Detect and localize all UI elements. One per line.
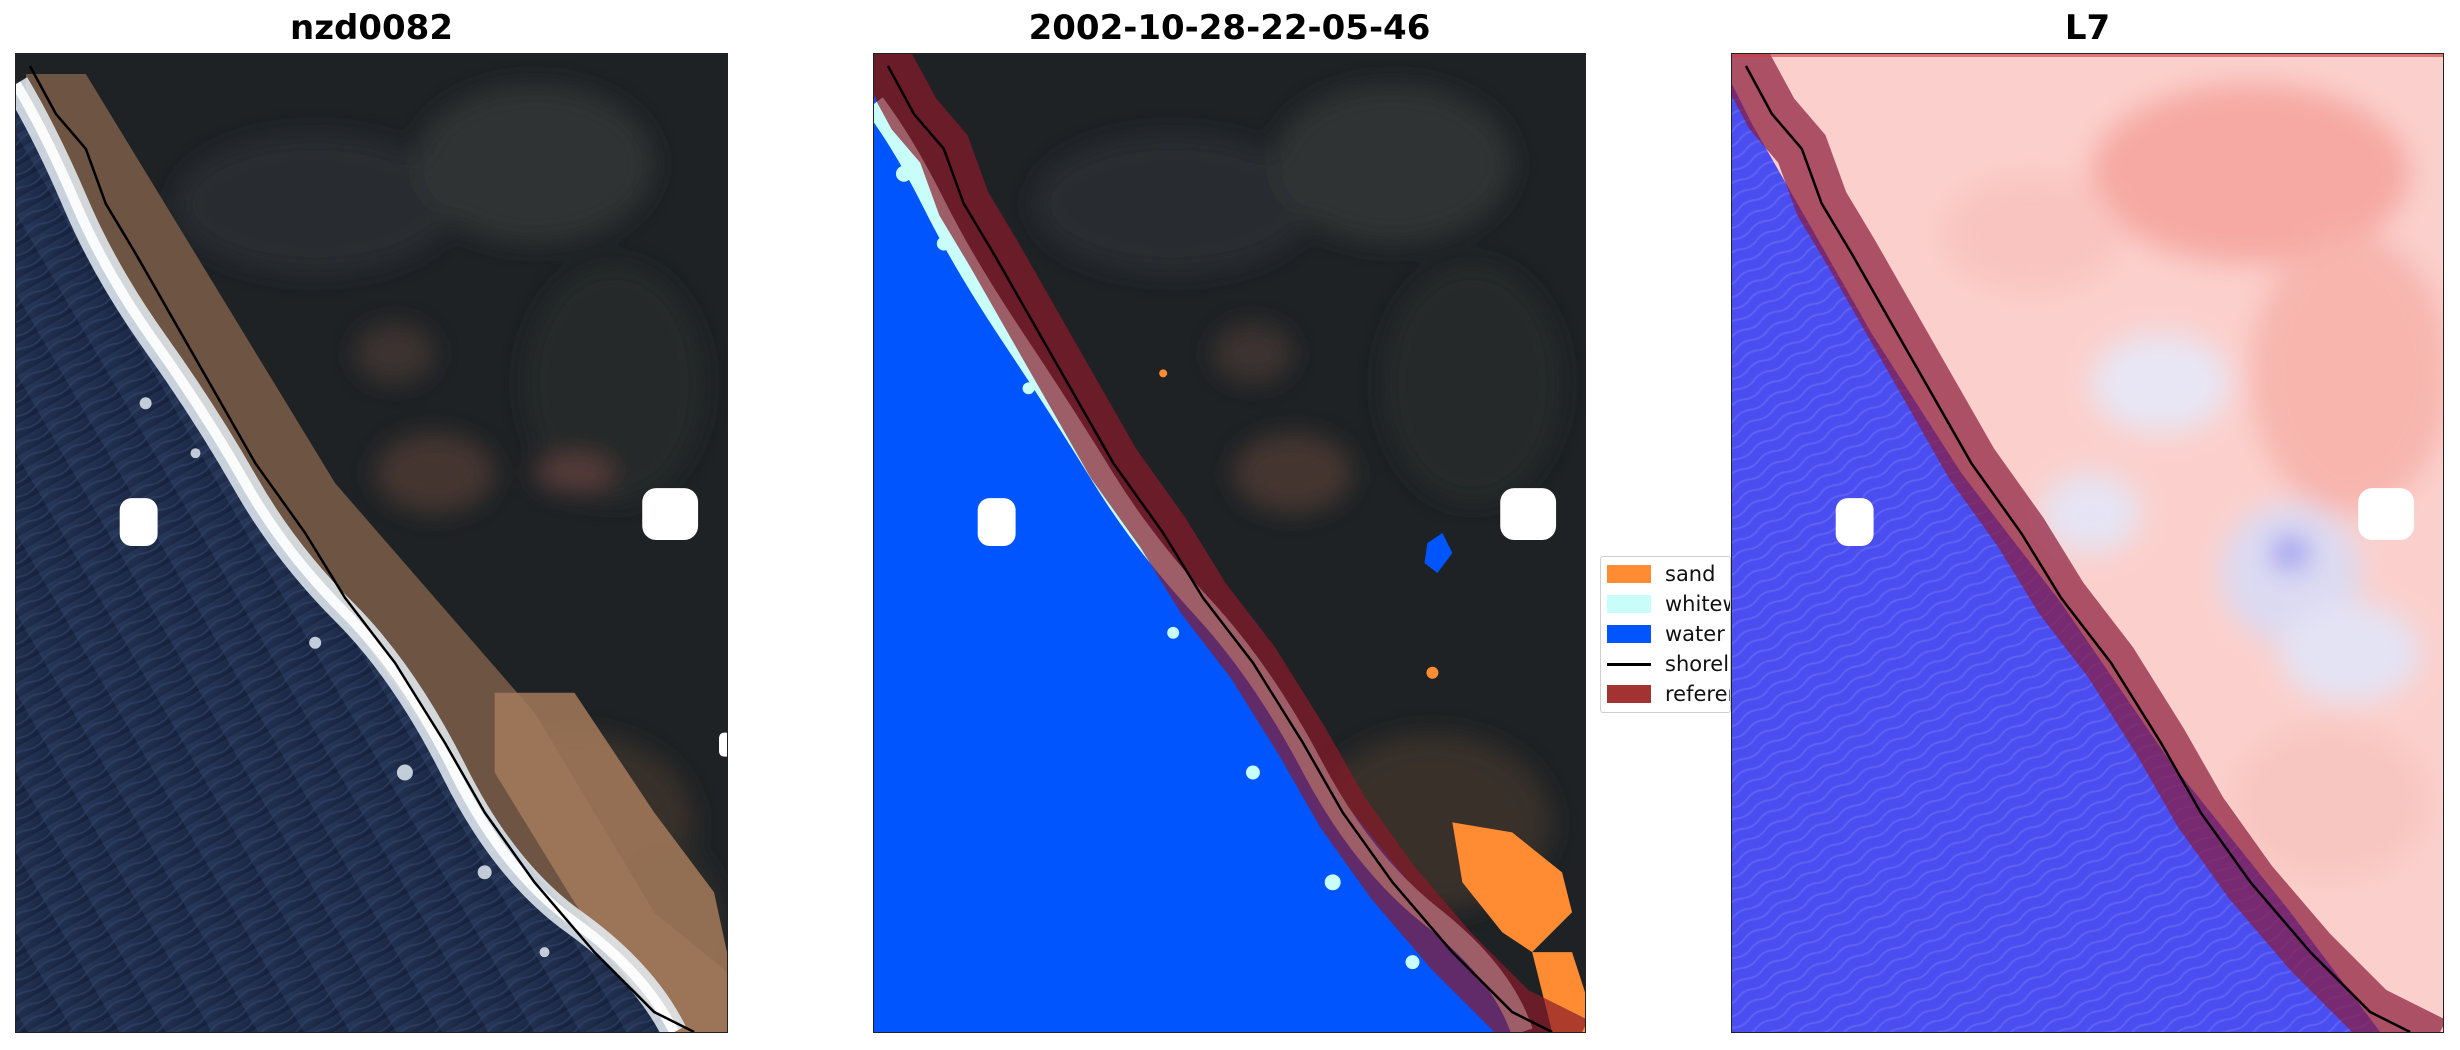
index-image: [1732, 54, 2443, 1032]
legend-label-reference: reference shoreline buffer: [1665, 682, 1730, 706]
panel-title-classified: 2002-10-28-22-05-46: [1028, 8, 1431, 48]
shoreline-line: [886, 65, 1553, 1032]
legend-label-sand: sand: [1665, 562, 1716, 586]
legend-swatch-water: [1607, 625, 1651, 643]
legend-item-shoreline: shoreline: [1607, 651, 1730, 677]
shoreline-line: [1744, 65, 2411, 1032]
cloud-mask-blob: [719, 732, 727, 757]
cloud-mask-blob: [642, 488, 699, 541]
rgb-image-panel: [15, 53, 728, 1033]
cloud-mask-blob: [119, 498, 158, 546]
rgb-image: [16, 54, 727, 1032]
cloud-mask-blob: [2358, 488, 2415, 541]
panel-title-index: L7: [2064, 8, 2111, 48]
index-image-panel: [1731, 53, 2444, 1033]
cloud-mask-blob: [1835, 498, 1874, 546]
shoreline-line: [28, 65, 695, 1032]
classified-image: [874, 54, 1585, 1032]
legend-label-water: water: [1665, 622, 1725, 646]
legend-swatch-shoreline: [1607, 655, 1651, 673]
legend-item-water: water: [1607, 621, 1725, 647]
legend-swatch-whitewater: [1607, 595, 1651, 613]
cloud-mask-blob: [977, 498, 1016, 546]
legend-swatch-sand: [1607, 565, 1651, 583]
legend-label-shoreline: shoreline: [1665, 652, 1730, 676]
legend-item-reference: reference shoreline buffer: [1607, 681, 1730, 707]
cloud-mask-blob: [1500, 488, 1557, 541]
classified-image-panel: [873, 53, 1586, 1033]
legend-item-sand: sand: [1607, 561, 1715, 587]
legend-swatch-reference: [1607, 685, 1651, 703]
panel-title-rgb: nzd0082: [290, 8, 453, 48]
